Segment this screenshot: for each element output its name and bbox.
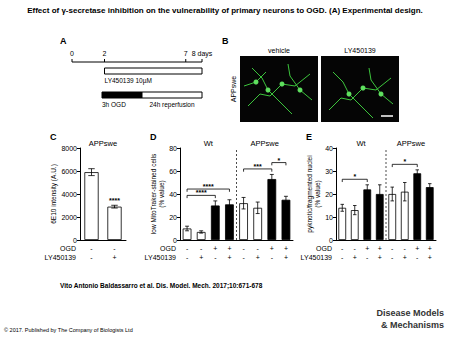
svg-text:6E10 intensity (A.U.): 6E10 intensity (A.U.) — [50, 164, 58, 224]
svg-text:*: * — [403, 158, 406, 165]
svg-text:LY450139 10µM: LY450139 10µM — [105, 77, 152, 85]
svg-text:-: - — [242, 245, 245, 252]
svg-text:+: + — [112, 254, 116, 261]
svg-text:+: + — [227, 245, 231, 252]
svg-text:© 2017. Published by The Compa: © 2017. Published by The Company of Biol… — [4, 327, 133, 333]
svg-text:LY450139: LY450139 — [301, 254, 333, 261]
svg-text:pyknotic/fragmented nuclei: pyknotic/fragmented nuclei — [306, 155, 314, 232]
svg-text:****: **** — [196, 189, 207, 196]
svg-text:-: - — [186, 245, 189, 252]
svg-text:OGD: OGD — [160, 245, 176, 252]
svg-text:3h OGD: 3h OGD — [102, 101, 126, 108]
svg-text:+: + — [270, 245, 274, 252]
svg-text:low MitoTraker-stained cells: low MitoTraker-stained cells — [150, 153, 157, 234]
svg-text:10: 10 — [325, 214, 333, 221]
svg-text:4000: 4000 — [61, 191, 77, 198]
svg-text:-: - — [200, 245, 203, 252]
svg-text:+: + — [428, 245, 432, 252]
svg-text:-: - — [341, 245, 344, 252]
svg-text:7: 7 — [184, 50, 188, 57]
svg-text:0: 0 — [329, 237, 333, 244]
svg-text:-: - — [391, 245, 394, 252]
svg-text:60: 60 — [169, 168, 177, 175]
svg-text:-: - — [416, 254, 419, 261]
svg-text:APPswe: APPswe — [230, 76, 237, 103]
svg-text:APPswe: APPswe — [89, 139, 117, 148]
svg-text:-: - — [366, 254, 369, 261]
svg-text:20: 20 — [325, 191, 333, 198]
svg-text:& Mechanisms: & Mechanisms — [381, 320, 444, 330]
svg-text:0: 0 — [73, 237, 77, 244]
svg-text:*: * — [353, 173, 356, 180]
svg-text:-: - — [404, 245, 407, 252]
svg-text:+: + — [415, 245, 419, 252]
svg-text:vehicle: vehicle — [268, 47, 290, 54]
svg-text:+: + — [199, 254, 203, 261]
svg-text:OGD: OGD — [316, 245, 332, 252]
svg-text:C: C — [50, 132, 57, 142]
svg-text:-: - — [90, 245, 93, 252]
svg-text:E: E — [306, 132, 312, 142]
svg-text:+: + — [378, 245, 382, 252]
svg-text:+: + — [256, 254, 260, 261]
svg-text:-: - — [90, 254, 93, 261]
svg-text:2000: 2000 — [61, 214, 77, 221]
svg-text:0: 0 — [70, 50, 74, 57]
svg-text:LY450139: LY450139 — [145, 254, 177, 261]
svg-text:20: 20 — [169, 214, 177, 221]
svg-text:8000: 8000 — [61, 145, 77, 152]
svg-text:(% value): (% value) — [314, 180, 322, 207]
svg-text:OGD: OGD — [60, 245, 76, 252]
svg-text:+: + — [365, 245, 369, 252]
svg-text:2: 2 — [103, 50, 107, 57]
svg-text:APPswe: APPswe — [251, 139, 279, 148]
svg-text:****: **** — [203, 183, 214, 190]
svg-text:Effect of γ-secretase inhibiti: Effect of γ-secretase inhibition on the … — [27, 6, 423, 15]
svg-text:+: + — [403, 254, 407, 261]
svg-text:B: B — [222, 36, 229, 46]
svg-text:30: 30 — [325, 168, 333, 175]
svg-text:80: 80 — [169, 145, 177, 152]
svg-text:6000: 6000 — [61, 168, 77, 175]
svg-text:A: A — [60, 36, 67, 46]
svg-text:+: + — [284, 254, 288, 261]
svg-text:LY450139: LY450139 — [344, 47, 376, 54]
svg-text:-: - — [271, 254, 274, 261]
svg-text:(% value): (% value) — [158, 180, 166, 207]
svg-text:***: *** — [254, 163, 262, 170]
svg-text:-: - — [257, 245, 260, 252]
svg-text:-: - — [113, 245, 116, 252]
svg-text:-: - — [341, 254, 344, 261]
svg-text:D: D — [150, 132, 157, 142]
svg-text:+: + — [378, 254, 382, 261]
svg-text:+: + — [227, 254, 231, 261]
svg-text:LY450139: LY450139 — [45, 254, 77, 261]
svg-text:24h reperfusion: 24h reperfusion — [149, 101, 195, 109]
svg-text:40: 40 — [325, 145, 333, 152]
svg-text:*: * — [278, 157, 281, 164]
svg-text:8 days: 8 days — [192, 50, 213, 58]
svg-text:0: 0 — [173, 237, 177, 244]
svg-text:-: - — [354, 245, 357, 252]
svg-text:+: + — [428, 254, 432, 261]
svg-text:Wt: Wt — [204, 139, 214, 148]
svg-text:-: - — [242, 254, 245, 261]
svg-text:APPswe: APPswe — [397, 139, 425, 148]
svg-text:+: + — [213, 245, 217, 252]
svg-text:40: 40 — [169, 191, 177, 198]
svg-text:-: - — [186, 254, 189, 261]
svg-text:-: - — [391, 254, 394, 261]
svg-text:Disease Models: Disease Models — [376, 308, 444, 318]
svg-text:****: **** — [109, 197, 120, 204]
svg-text:Wt: Wt — [356, 139, 366, 148]
svg-text:+: + — [284, 245, 288, 252]
svg-text:-: - — [214, 254, 217, 261]
svg-text:Vito Antonio Baldassarro et al: Vito Antonio Baldassarro et al. Dis. Mod… — [60, 282, 263, 290]
svg-text:+: + — [353, 254, 357, 261]
